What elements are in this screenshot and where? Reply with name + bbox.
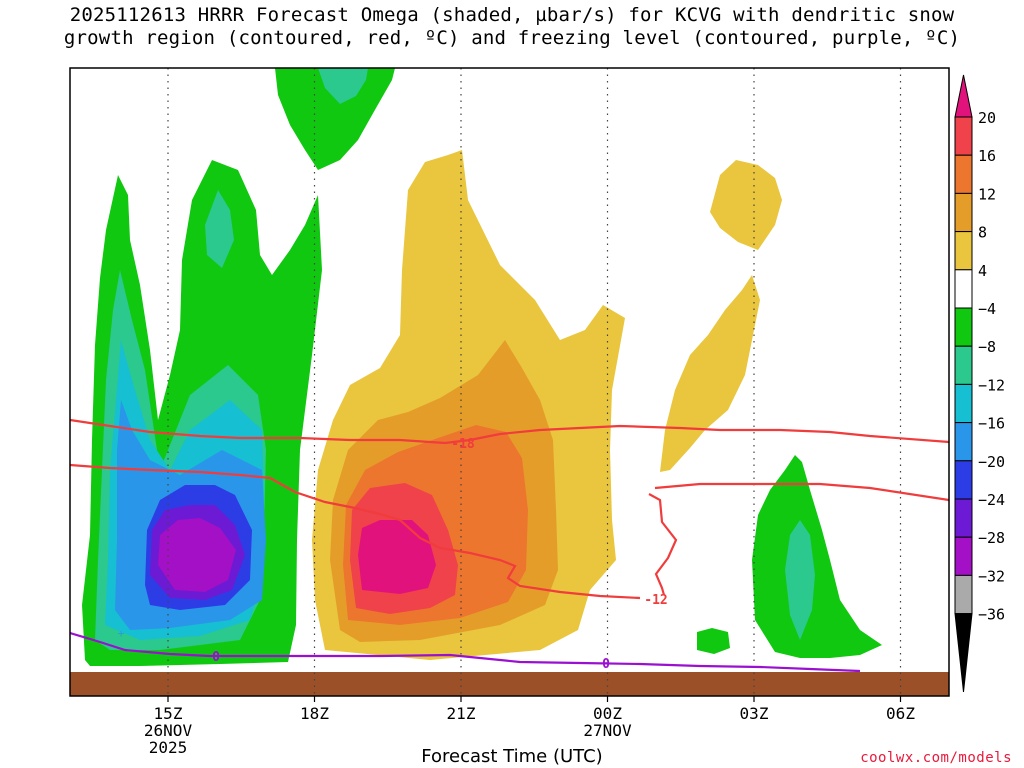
omega-fill-plus4-right-streak: [660, 275, 760, 472]
x-tick-sublabel: 26NOV: [144, 721, 193, 740]
colorbar-swatch: [954, 154, 973, 194]
colorbar-swatch: [954, 345, 973, 385]
omega-fill-upper-teal: [318, 68, 368, 104]
colorbar-label: 16: [978, 147, 996, 165]
colorbar-label: −28: [978, 529, 1005, 547]
x-tick-sublabel: 2025: [149, 738, 188, 757]
colorbar-label: −8: [978, 338, 996, 356]
colorbar-swatch: [954, 460, 973, 500]
omega-fill-minus8-upper: [205, 190, 234, 268]
omega-shading: [70, 68, 949, 696]
omega-fill-minus4-small: [697, 628, 730, 654]
svg-text:0: 0: [212, 650, 220, 665]
omega-fill-minus28: [158, 518, 236, 592]
ground-fill: [70, 672, 949, 696]
x-tick-label: 03Z: [740, 704, 769, 723]
colorbar-label: −24: [978, 491, 1005, 509]
contour-label-freezing-2: 0: [602, 657, 610, 672]
colorbar-swatch-top: [954, 74, 973, 118]
omega-fill-plus20: [358, 520, 436, 594]
colorbar-swatch: [954, 192, 973, 233]
contour-label-freezing-1: 0: [212, 650, 220, 665]
contour-marker-small: +: [118, 627, 125, 640]
colorbar: 20 16 12 8 4 −4 −8 −12 −16 −20 −24 −28 −32 −36: [954, 74, 1005, 693]
svg-text:-12: -12: [644, 593, 667, 608]
x-tick-label: 06Z: [886, 704, 915, 723]
svg-text:0: 0: [602, 657, 610, 672]
colorbar-swatch: [954, 536, 973, 576]
colorbar-swatch: [954, 269, 973, 309]
colorbar-swatch: [954, 422, 973, 462]
chart-title: 2025112613 HRRR Forecast Omega (shaded, …: [0, 4, 1024, 50]
contours: -18 -12 0 0 +: [70, 418, 949, 673]
contour-label-minus18: -18: [451, 437, 475, 452]
colorbar-swatch: [954, 383, 973, 424]
svg-text:-18: -18: [451, 437, 475, 452]
colorbar-label: −4: [978, 300, 996, 318]
contour-line-minus12: [70, 463, 949, 600]
contour-line-minus18: [70, 418, 949, 445]
contour-line-freezing: [70, 631, 861, 673]
contour-label-minus12: -12: [644, 593, 667, 608]
omega-fill-plus4-upper-right: [710, 160, 782, 250]
colorbar-swatch: [954, 307, 973, 347]
title-line-2: growth region (contoured, red, ºC) and f…: [63, 27, 961, 49]
x-tick-label: 00Z: [593, 704, 622, 723]
x-axis-label: Forecast Time (UTC): [421, 746, 603, 767]
colorbar-swatch: [954, 574, 973, 615]
colorbar-label: 4: [978, 262, 987, 280]
plot-frame: [69, 67, 950, 697]
x-tick-sublabel: 27NOV: [583, 721, 632, 740]
gridlines: [167, 68, 902, 696]
colorbar-swatch-bottom: [954, 613, 973, 693]
colorbar-label: 20: [978, 109, 996, 127]
omega-fill-upper-green: [275, 68, 395, 170]
colorbar-label: −16: [978, 415, 1005, 433]
colorbar-label: −36: [978, 606, 1005, 624]
x-tick-label: 18Z: [300, 704, 329, 723]
colorbar-label: −32: [978, 567, 1005, 585]
omega-fill-minus8-right: [785, 520, 815, 640]
title-line-1: 2025112613 HRRR Forecast Omega (shaded, …: [69, 4, 955, 26]
x-tick-label: 15Z: [154, 704, 183, 723]
colorbar-swatch: [954, 498, 973, 538]
colorbar-label: −12: [978, 376, 1005, 394]
colorbar-swatch: [954, 116, 973, 156]
colorbar-label: 8: [978, 224, 987, 242]
colorbar-swatch: [954, 231, 973, 271]
x-tick-label: 21Z: [447, 704, 476, 723]
colorbar-label: 12: [978, 185, 996, 203]
omega-fill-minus4-right: [752, 455, 882, 658]
credit-link[interactable]: coolwx.com/models: [860, 750, 1012, 766]
colorbar-label: −20: [978, 453, 1005, 471]
